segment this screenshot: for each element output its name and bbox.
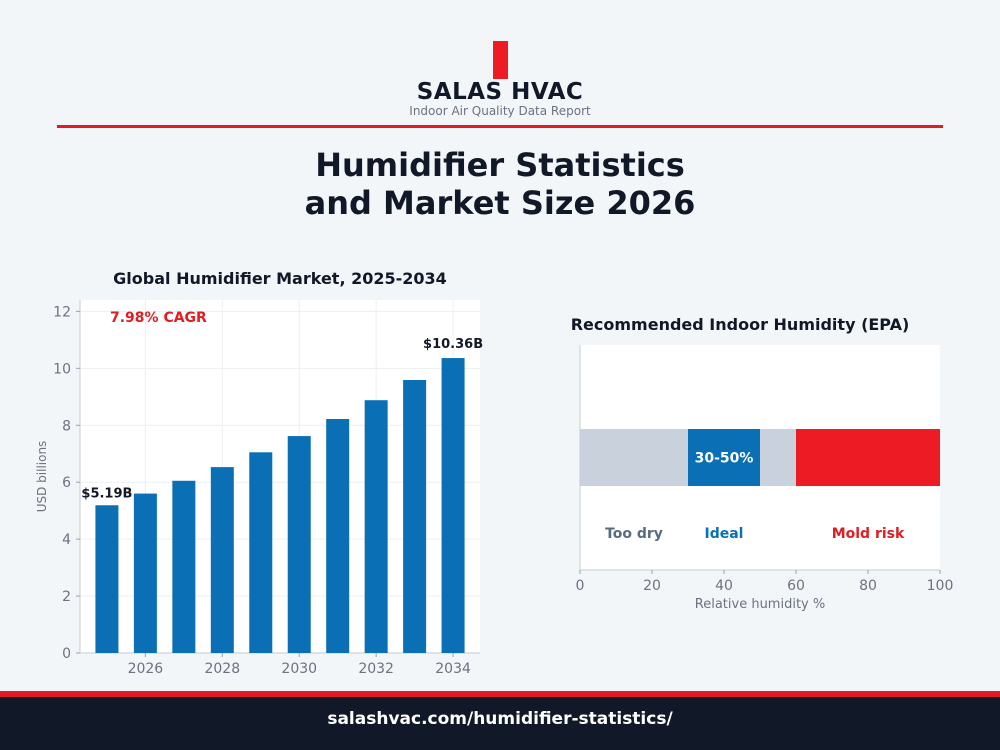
humidity-ideal-range-label: 30-50%: [695, 451, 754, 467]
humidity-zone-label: Ideal: [705, 526, 744, 542]
market-chart-y-tick-label: 4: [62, 532, 71, 548]
market-chart-y-axis-label: USD billions: [35, 441, 49, 513]
market-chart-end-value-label: $10.36B: [423, 337, 483, 352]
market-chart-x-tick-label: 2032: [358, 661, 394, 677]
market-chart-y-tick-label: 0: [62, 646, 71, 662]
market-chart-title: Global Humidifier Market, 2025-2034: [113, 269, 447, 288]
market-chart-bar: [249, 452, 273, 653]
brand-name: SALAS HVAC: [416, 79, 584, 105]
market-chart-cagr-annotation: 7.98% CAGR: [110, 310, 207, 326]
market-chart-x-tick-label: 2028: [204, 661, 240, 677]
humidity-range-segment: [688, 429, 760, 486]
humidity-range-segment: [760, 429, 796, 486]
market-chart-y-tick-label: 6: [62, 475, 71, 491]
footer-bar: salashvac.com/humidifier-statistics/: [0, 691, 1000, 750]
humidity-chart-x-axis-label: Relative humidity %: [695, 597, 825, 612]
brand-logo-mark: [493, 41, 508, 79]
footer-url-link[interactable]: salashvac.com/humidifier-statistics/: [327, 709, 673, 729]
header-divider: [57, 125, 943, 128]
humidity-range-segment: [580, 429, 688, 486]
footer-divider: [0, 691, 1000, 697]
market-chart-x-tick-label: 2030: [281, 661, 317, 677]
page-title-line-2: and Market Size 2026: [304, 184, 696, 222]
market-chart-bar: [133, 493, 157, 653]
humidity-chart-x-tick-label: 40: [715, 578, 733, 594]
humidity-range-segment: [796, 429, 940, 486]
humidity-zone-label: Mold risk: [832, 526, 905, 542]
humidity-chart-x-tick-label: 0: [576, 578, 585, 594]
market-chart-start-value-label: $5.19B: [81, 486, 132, 501]
market-chart-bar: [441, 358, 465, 653]
humidity-zone-label: Too dry: [605, 526, 663, 542]
market-chart-bar: [210, 467, 234, 653]
market-chart-y-tick-label: 10: [53, 361, 71, 377]
market-chart-y-tick-label: 2: [62, 589, 71, 605]
humidity-chart-x-tick-label: 20: [643, 578, 661, 594]
market-chart-y-tick-label: 12: [53, 304, 71, 320]
page-title-line-1: Humidifier Statistics: [315, 146, 685, 184]
page-title: Humidifier Statistics and Market Size 20…: [0, 146, 1000, 222]
market-chart-bar: [95, 505, 119, 653]
market-chart-bar: [326, 418, 350, 653]
market-chart-bar: [172, 480, 196, 653]
market-chart-bar: [403, 379, 427, 653]
market-chart-bar: [364, 400, 388, 653]
market-chart-bar: [287, 436, 311, 653]
humidity-chart-x-tick-label: 100: [927, 578, 954, 594]
market-chart-x-tick-label: 2026: [128, 661, 164, 677]
humidity-chart-x-tick-label: 80: [859, 578, 877, 594]
market-chart-y-tick-label: 8: [62, 418, 71, 434]
humidity-chart-x-tick-label: 60: [787, 578, 805, 594]
humidity-chart-title: Recommended Indoor Humidity (EPA): [571, 315, 910, 334]
market-chart-x-tick-label: 2034: [435, 661, 471, 677]
brand-tagline: Indoor Air Quality Data Report: [409, 104, 591, 118]
